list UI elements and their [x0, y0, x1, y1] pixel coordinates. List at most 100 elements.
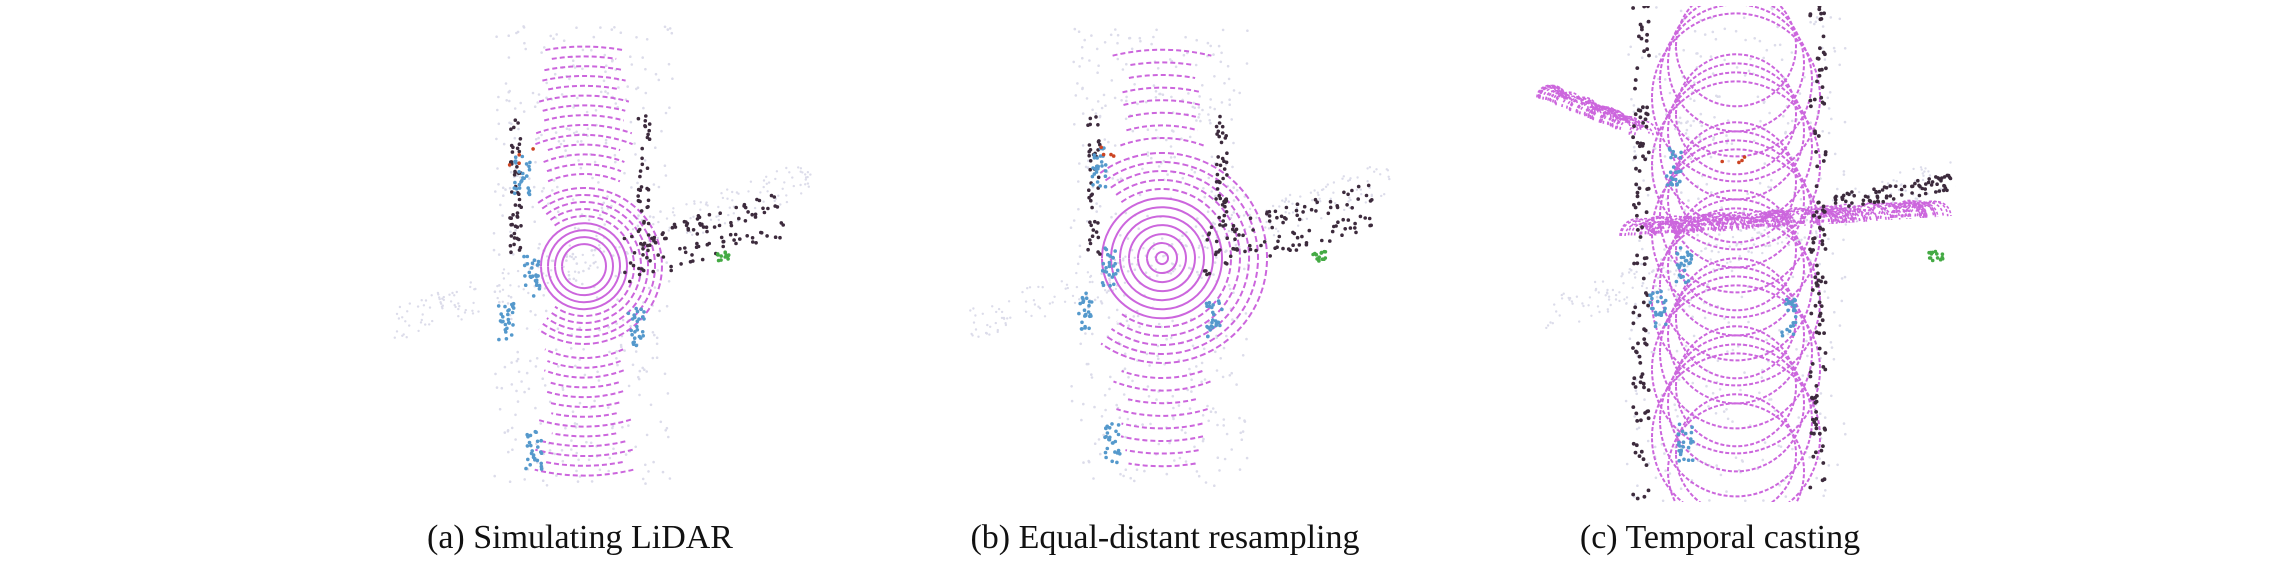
background-point — [1118, 416, 1122, 420]
lidar-ring — [1787, 209, 1820, 225]
vehicle-point — [1668, 148, 1672, 152]
background-point — [1373, 170, 1376, 173]
background-point — [1188, 407, 1192, 410]
vehicle-point — [519, 180, 523, 184]
background-point — [577, 227, 580, 231]
background-point — [647, 470, 650, 473]
lidar-ring — [1701, 212, 1739, 231]
background-point — [1204, 481, 1208, 484]
curb-point — [672, 222, 677, 227]
curb-point — [518, 137, 523, 141]
curb-point — [1219, 140, 1224, 145]
background-point — [543, 287, 547, 290]
background-point — [1654, 55, 1658, 58]
curb-point — [1314, 209, 1318, 213]
background-point — [1291, 202, 1294, 205]
lidar-ring — [1671, 217, 1703, 233]
background-point — [1198, 95, 1201, 98]
background-point — [1928, 174, 1932, 177]
lidar-ring — [1667, 266, 1805, 405]
background-point — [565, 127, 569, 130]
background-point — [1571, 302, 1574, 305]
curb-point — [1217, 193, 1221, 198]
lidar-ring — [1121, 370, 1203, 380]
background-point — [511, 448, 514, 452]
vehicle-point — [1083, 324, 1087, 329]
background-point — [1122, 474, 1125, 478]
curb-point — [757, 198, 762, 203]
vehicle-point — [539, 438, 543, 443]
background-point — [1635, 392, 1638, 396]
curb-point — [1815, 263, 1819, 268]
curb-point — [1863, 194, 1868, 199]
curb-point — [1243, 249, 1247, 254]
lidar-ring — [1113, 380, 1211, 392]
background-point — [1082, 402, 1085, 406]
vehicle-point — [1688, 261, 1692, 265]
background-point — [502, 194, 505, 197]
background-point — [548, 400, 552, 404]
background-point — [791, 176, 794, 179]
background-point — [663, 372, 667, 376]
curb-point — [1934, 190, 1938, 194]
background-point — [1692, 334, 1696, 338]
background-point — [699, 208, 702, 211]
vehicle-point — [528, 274, 533, 279]
panel-equal-distant-resampling — [940, 6, 1410, 502]
curb-point — [1821, 204, 1826, 209]
background-point — [604, 70, 607, 73]
lidar-ring — [1877, 202, 1912, 219]
background-point — [1305, 217, 1309, 220]
background-point — [572, 257, 576, 261]
vehicle-point — [501, 315, 505, 319]
background-point — [1223, 457, 1227, 461]
background-point — [643, 368, 646, 372]
background-point — [1309, 191, 1313, 194]
vehicle-point — [1650, 296, 1654, 301]
background-point — [1181, 176, 1185, 180]
vehicle-point — [1655, 290, 1660, 295]
background-point — [1197, 116, 1200, 119]
vehicle-point — [1084, 313, 1088, 318]
background-point — [1172, 270, 1175, 273]
curb-point — [1634, 166, 1638, 171]
curb-point — [1823, 247, 1828, 251]
vehicle-point — [1677, 265, 1681, 270]
curb-point — [754, 241, 758, 245]
background-point — [1798, 92, 1802, 95]
background-point — [460, 318, 463, 321]
vehicle-point — [1218, 323, 1222, 328]
curb-point — [1633, 112, 1638, 117]
vehicle-point — [527, 189, 532, 193]
curb-point — [1819, 304, 1824, 308]
background-point — [663, 164, 667, 167]
curb-point — [1816, 200, 1820, 205]
background-point — [1230, 118, 1233, 121]
background-point — [1366, 180, 1369, 183]
vehicle-point — [1791, 332, 1796, 337]
curb-point — [1634, 443, 1639, 448]
lidar-ring — [1659, 343, 1813, 498]
background-point — [1625, 296, 1629, 299]
background-point — [1767, 185, 1770, 189]
background-point — [1209, 410, 1213, 414]
background-point — [1090, 373, 1093, 376]
background-point — [1778, 484, 1781, 487]
curb-point — [1923, 187, 1927, 191]
vehicle-point — [1104, 434, 1108, 439]
vehicle-point — [1101, 283, 1106, 288]
background-point — [1208, 119, 1211, 122]
other-point — [1720, 159, 1724, 164]
curb-point — [1822, 11, 1826, 16]
background-point — [1815, 232, 1818, 235]
background-point — [988, 333, 991, 336]
background-point — [1223, 82, 1226, 85]
vehicle-point — [534, 283, 539, 288]
background-point — [1090, 376, 1094, 379]
background-point — [1742, 209, 1745, 213]
vehicle-point — [634, 343, 639, 348]
curb-point — [1221, 219, 1225, 223]
background-point — [1113, 144, 1117, 147]
background-point — [1232, 186, 1235, 189]
background-point — [623, 349, 626, 352]
